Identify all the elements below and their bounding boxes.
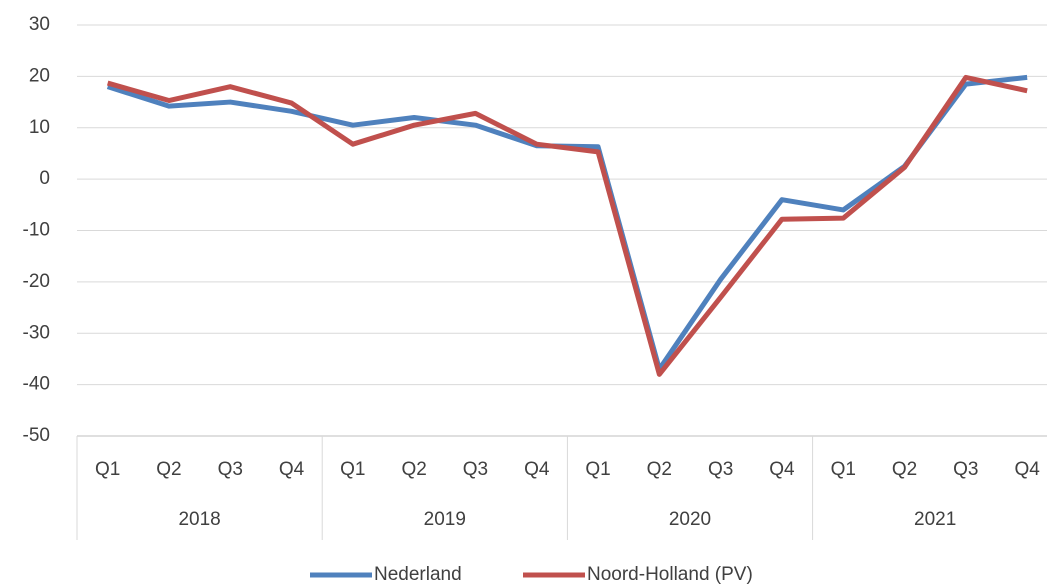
legend-label: Nederland xyxy=(374,564,462,585)
x-tick-label: Q1 xyxy=(340,459,365,480)
y-tick-label: -50 xyxy=(23,425,50,446)
x-tick-label: Q4 xyxy=(769,459,795,480)
x-group-label: 2021 xyxy=(914,509,956,530)
x-tick-label: Q3 xyxy=(463,459,488,480)
x-tick-label: Q3 xyxy=(953,459,978,480)
series-line xyxy=(106,74,1028,377)
y-tick-label: -40 xyxy=(23,374,50,395)
y-tick-label: 30 xyxy=(29,14,50,35)
x-tick-label: Q4 xyxy=(524,459,550,480)
x-tick-label: Q3 xyxy=(218,459,243,480)
x-tick-label: Q2 xyxy=(401,459,426,480)
y-tick-label: 10 xyxy=(29,117,50,138)
y-tick-label: -30 xyxy=(23,322,50,343)
x-tick-label: Q2 xyxy=(156,459,181,480)
y-tick-label: -20 xyxy=(23,271,50,292)
y-tick-label: 0 xyxy=(39,168,50,189)
x-group-label: 2020 xyxy=(669,509,711,530)
x-tick-label: Q1 xyxy=(95,459,120,480)
series-line xyxy=(106,74,1028,372)
x-tick-label: Q4 xyxy=(1014,459,1040,480)
x-tick-label: Q1 xyxy=(831,459,856,480)
x-tick-label: Q2 xyxy=(647,459,672,480)
x-tick-label: Q4 xyxy=(279,459,305,480)
x-tick-label: Q2 xyxy=(892,459,917,480)
legend-label: Noord-Holland (PV) xyxy=(587,564,753,585)
x-group-label: 2019 xyxy=(424,509,466,530)
y-tick-label: 20 xyxy=(29,65,50,86)
y-tick-label: -10 xyxy=(23,220,50,241)
x-tick-label: Q3 xyxy=(708,459,733,480)
x-group-label: 2018 xyxy=(178,509,220,530)
x-tick-label: Q1 xyxy=(585,459,610,480)
